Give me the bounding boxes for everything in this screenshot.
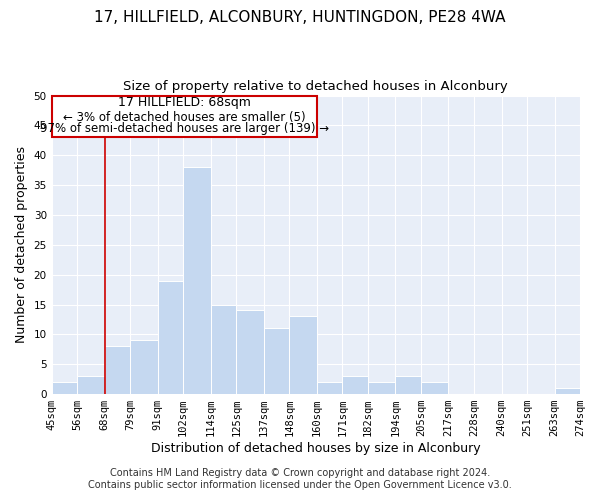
Bar	[421, 382, 448, 394]
Y-axis label: Number of detached properties: Number of detached properties	[15, 146, 28, 344]
Bar	[105, 346, 130, 394]
Bar	[158, 280, 183, 394]
Bar	[264, 328, 289, 394]
Bar	[52, 382, 77, 394]
Text: 17, HILLFIELD, ALCONBURY, HUNTINGDON, PE28 4WA: 17, HILLFIELD, ALCONBURY, HUNTINGDON, PE…	[94, 10, 506, 25]
Text: ← 3% of detached houses are smaller (5): ← 3% of detached houses are smaller (5)	[63, 110, 305, 124]
Bar	[554, 388, 580, 394]
Bar	[211, 304, 236, 394]
Bar	[52, 96, 317, 138]
Bar	[368, 382, 395, 394]
Bar	[317, 382, 343, 394]
Title: Size of property relative to detached houses in Alconbury: Size of property relative to detached ho…	[124, 80, 508, 93]
X-axis label: Distribution of detached houses by size in Alconbury: Distribution of detached houses by size …	[151, 442, 481, 455]
Bar	[289, 316, 317, 394]
Bar	[77, 376, 105, 394]
Text: Contains HM Land Registry data © Crown copyright and database right 2024.
Contai: Contains HM Land Registry data © Crown c…	[88, 468, 512, 490]
Text: 17 HILLFIELD: 68sqm: 17 HILLFIELD: 68sqm	[118, 96, 251, 109]
Bar	[395, 376, 421, 394]
Bar	[183, 167, 211, 394]
Bar	[130, 340, 158, 394]
Bar	[343, 376, 368, 394]
Bar	[236, 310, 264, 394]
Text: 97% of semi-detached houses are larger (139) →: 97% of semi-detached houses are larger (…	[40, 122, 329, 136]
